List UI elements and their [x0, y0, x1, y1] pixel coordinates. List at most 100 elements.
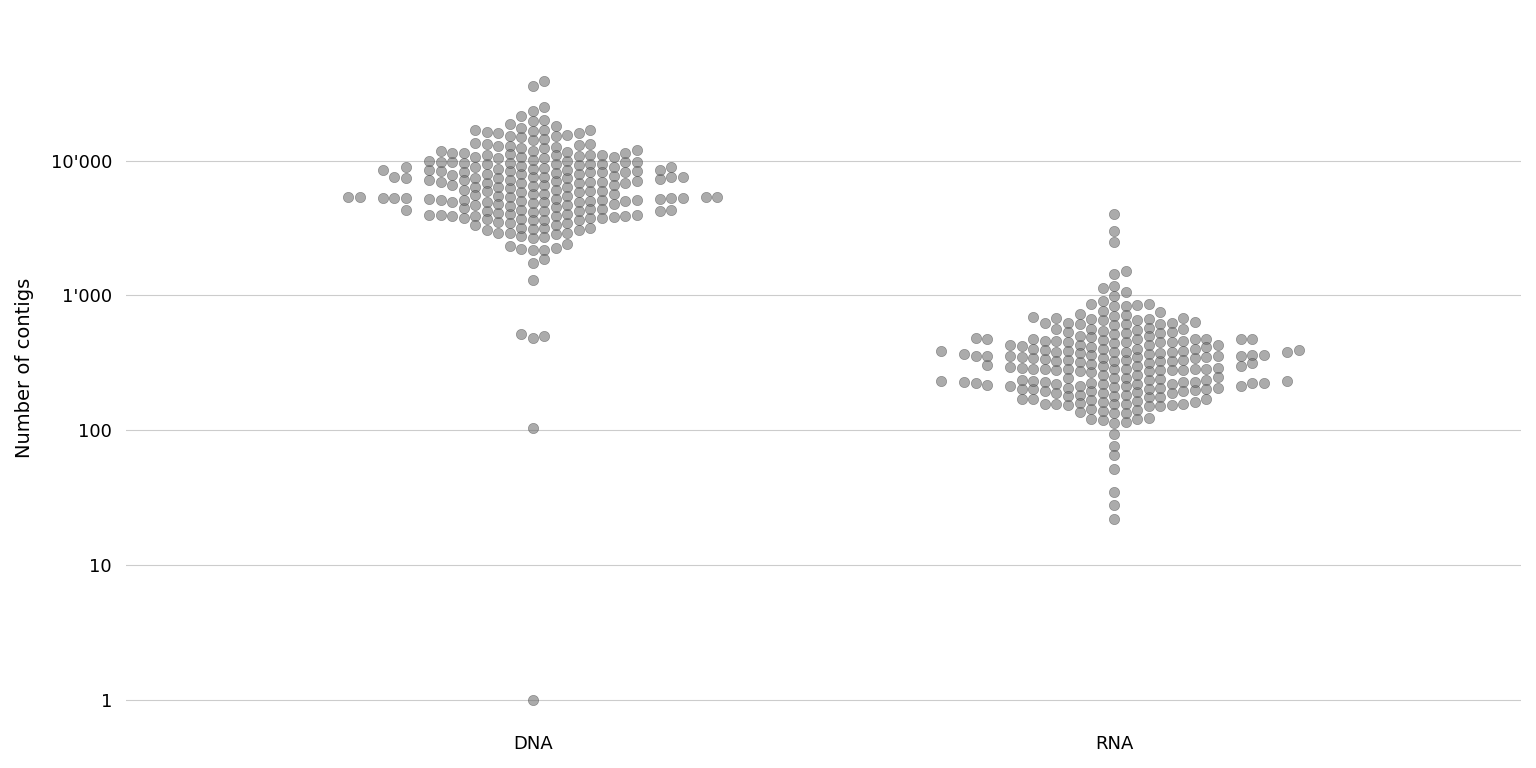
Point [439, 210, 464, 223]
Point [1124, 299, 1149, 311]
Point [498, 191, 522, 204]
Point [1091, 379, 1115, 391]
Point [521, 115, 545, 127]
Point [554, 227, 579, 240]
Point [508, 151, 533, 163]
Point [998, 361, 1023, 373]
Point [521, 197, 545, 210]
Point [531, 244, 556, 257]
Point [544, 141, 568, 153]
Point [508, 204, 533, 216]
Point [1160, 326, 1184, 338]
Point [1160, 317, 1184, 329]
Point [624, 194, 648, 206]
Point [578, 203, 602, 215]
Point [531, 205, 556, 217]
Point [1124, 369, 1149, 381]
Point [1068, 365, 1092, 377]
Point [475, 167, 499, 180]
Point [1044, 312, 1069, 324]
Point [578, 222, 602, 234]
Point [567, 196, 591, 208]
Point [1229, 349, 1253, 362]
Point [475, 196, 499, 208]
Point [462, 219, 487, 231]
Point [452, 194, 476, 206]
Point [416, 209, 441, 221]
Point [544, 175, 568, 187]
Point [498, 208, 522, 220]
Point [416, 194, 441, 206]
Point [531, 101, 556, 113]
Point [1078, 323, 1103, 335]
Point [429, 144, 453, 157]
Point [659, 204, 684, 216]
Point [1078, 394, 1103, 406]
Point [1101, 363, 1126, 376]
Point [1078, 403, 1103, 415]
Point [544, 167, 568, 179]
Point [1160, 336, 1184, 348]
Point [485, 162, 510, 174]
Point [1091, 352, 1115, 364]
Point [521, 333, 545, 345]
Point [1032, 344, 1057, 356]
Point [578, 157, 602, 170]
Point [647, 173, 671, 185]
Point [462, 189, 487, 201]
Point [508, 328, 533, 340]
Point [1147, 306, 1172, 318]
Point [382, 192, 407, 204]
Point [475, 125, 499, 137]
Point [544, 184, 568, 196]
Point [975, 379, 1000, 392]
Point [1114, 309, 1138, 321]
Point [1078, 349, 1103, 362]
Point [1124, 351, 1149, 363]
Point [1091, 295, 1115, 307]
Point [1101, 268, 1126, 280]
Point [498, 227, 522, 240]
Point [1275, 375, 1299, 387]
Point [567, 205, 591, 217]
Point [439, 169, 464, 181]
Point [613, 210, 637, 222]
Point [393, 204, 418, 217]
Point [1160, 378, 1184, 390]
Point [1137, 356, 1161, 369]
Point [1137, 374, 1161, 386]
Point [544, 193, 568, 205]
Point [1124, 343, 1149, 355]
Point [416, 174, 441, 186]
Point [1091, 414, 1115, 426]
Point [1021, 333, 1046, 346]
Point [485, 140, 510, 152]
Point [1193, 341, 1218, 353]
Point [544, 158, 568, 170]
Point [531, 187, 556, 200]
Point [521, 694, 545, 707]
Point [554, 145, 579, 157]
Point [1021, 362, 1046, 375]
Point [498, 157, 522, 169]
Point [485, 171, 510, 184]
Point [659, 192, 684, 204]
Point [1101, 389, 1126, 402]
Point [485, 127, 510, 140]
Point [452, 166, 476, 178]
Point [1240, 333, 1264, 345]
Point [1240, 349, 1264, 361]
Point [1114, 354, 1138, 366]
Point [521, 214, 545, 227]
Point [485, 207, 510, 219]
Point [1032, 384, 1057, 396]
Point [1124, 360, 1149, 372]
Point [429, 176, 453, 188]
Point [578, 212, 602, 224]
Point [1193, 362, 1218, 375]
Point [1124, 314, 1149, 326]
Point [1147, 372, 1172, 385]
Point [531, 330, 556, 343]
Point [1032, 335, 1057, 347]
Point [929, 375, 954, 387]
